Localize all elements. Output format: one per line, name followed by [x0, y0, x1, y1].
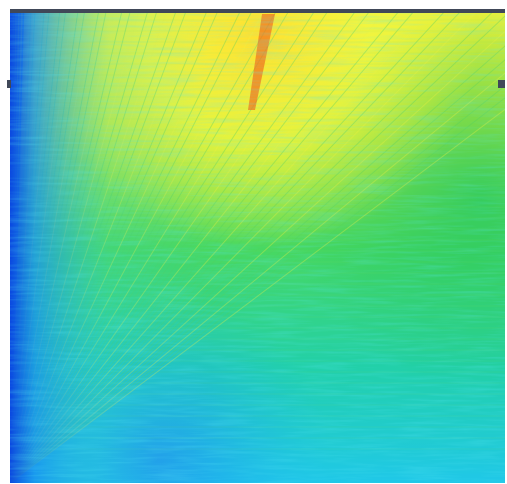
heat-noise [10, 12, 505, 483]
right-marker [498, 80, 505, 88]
left-marker [7, 80, 11, 88]
top-border [10, 9, 505, 13]
heatmap [10, 12, 505, 483]
